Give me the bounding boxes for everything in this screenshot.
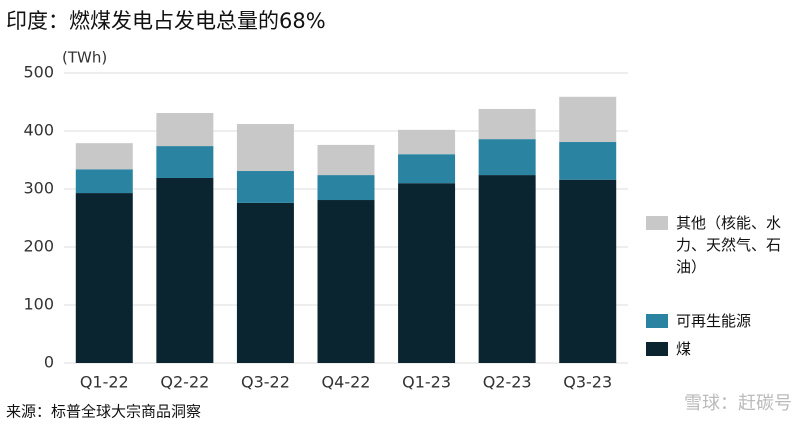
bar-segment [478,139,536,176]
bar-segment [478,175,536,363]
bar-segment [478,108,536,140]
y-axis-label: (TWh) [62,49,107,67]
y-tick-label: 400 [23,121,54,140]
bar-segment [75,143,133,170]
legend-item: 煤 [646,338,796,360]
y-tick-label: 200 [23,237,54,256]
legend-item: 可再生能源 [646,310,796,332]
source: 来源：标普全球大宗商品洞察 [6,403,201,421]
bar-segment [398,183,456,363]
legend-label: 其他（核能、水力、天然气、石油） [676,214,782,276]
bar-segment [398,129,456,155]
legend-item: 其他（核能、水力、天然气、石油） [646,212,796,278]
chart-title: 印度：燃煤发电占发电总量的68% [6,9,326,33]
y-tick-label: 500 [23,63,54,82]
bar-segment [317,144,375,176]
legend-label: 煤 [676,340,692,358]
bar-segment [156,146,214,178]
bar-segment [398,154,456,184]
bar-segment [317,200,375,363]
x-tick-label: Q3-22 [241,373,290,392]
legend-swatch [646,216,668,230]
x-tick-label: Q3-23 [563,373,612,392]
x-tick-label: Q2-23 [483,373,532,392]
legend-swatch [646,314,668,328]
x-tick-label: Q2-22 [160,373,209,392]
x-tick-label: Q4-22 [322,373,371,392]
bar-segment [236,202,294,363]
bar-segment [75,193,133,363]
y-tick-label: 300 [23,179,54,198]
legend-label: 可再生能源 [676,312,752,330]
bar-segment [317,175,375,201]
bar-segment [236,171,294,203]
x-tick-label: Q1-22 [80,373,129,392]
bar-segment [156,113,214,147]
bar-segment [75,169,133,194]
x-tick-label: Q1-23 [402,373,451,392]
y-tick-label: 0 [44,353,54,372]
bar-segment [236,124,294,172]
bar-segment [156,177,214,363]
watermark: 雪球：赶碳号 [684,393,792,414]
y-tick-label: 100 [23,295,54,314]
bar-segment [559,142,617,180]
legend-swatch [646,342,668,356]
bar-segment [559,96,617,143]
bar-segment [559,179,617,363]
